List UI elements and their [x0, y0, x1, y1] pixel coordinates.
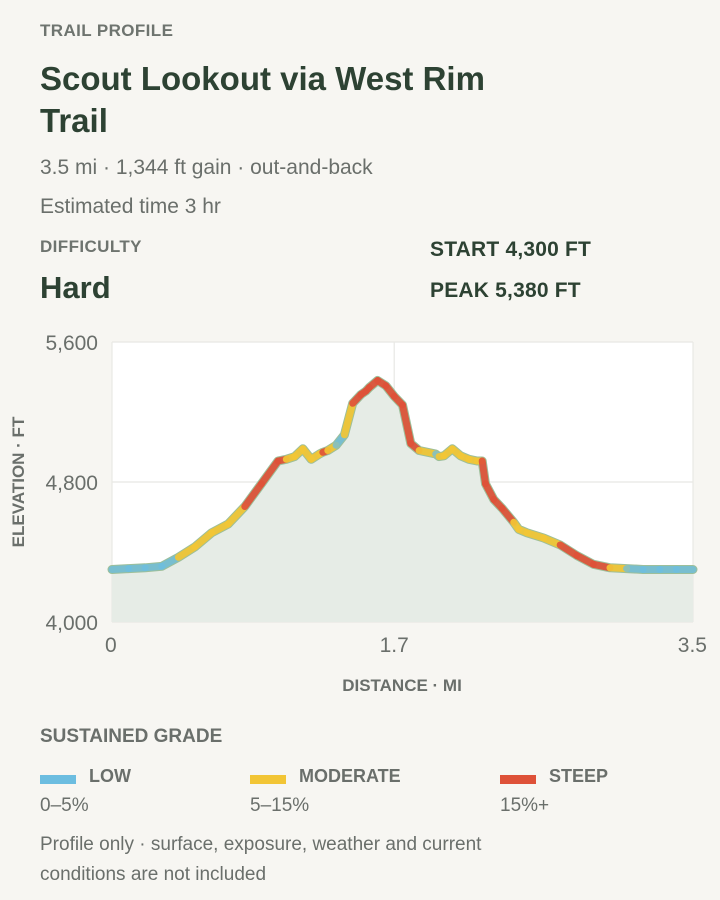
peak-value: 5,380 FT [495, 279, 581, 302]
estimated-time: Estimated time 3 hr [40, 195, 221, 218]
legend-swatch-low [40, 775, 76, 784]
y-tick-label-1: 4,800 [45, 472, 98, 495]
trail-segment-7 [224, 503, 249, 528]
difficulty-value: Hard [40, 270, 111, 305]
trail-segment-8 [241, 480, 265, 510]
footnote: Profile only · surface, exposure, weathe… [40, 834, 482, 885]
legend-range-steep: 15%+ [500, 795, 550, 816]
y-tick-label-2: 5,600 [45, 332, 98, 355]
legend-swatch-moderate [250, 775, 286, 784]
trail-segment-37 [478, 457, 489, 488]
peak-label: PEAK [430, 279, 490, 302]
x-tick-label-1: 1.7 [380, 634, 409, 657]
y-axis-label: ELEVATION · FT [9, 416, 28, 547]
trail-summary: 3.5 mi · 1,344 ft gain · out-and-back [40, 156, 373, 179]
legend-label-low: LOW [89, 766, 131, 786]
difficulty-label: DIFFICULTY [40, 237, 142, 256]
trail-segment-9 [257, 457, 282, 488]
legend-range-low: 0–5% [40, 795, 89, 816]
legend-title: SUSTAINED GRADE [40, 726, 223, 747]
legend-swatch-steep [500, 775, 536, 784]
trail-segment-27 [399, 401, 415, 447]
x-tick-label-2: 3.5 [678, 634, 707, 657]
peak-elevation: PEAK 5,380 FT [430, 279, 581, 303]
trail-segment-19 [340, 399, 357, 439]
x-axis-label: DISTANCE · MI [342, 676, 462, 695]
x-tick-label-0: 0 [105, 634, 117, 657]
elevation-chart: 4,000 4,800 5,600 0 1.7 3.5 DISTANCE · MI EL… [9, 332, 707, 695]
start-label: START [430, 238, 500, 261]
trail-title: Scout Lookout via West Rim Trail [40, 60, 485, 139]
legend-range-moderate: 5–15% [250, 795, 310, 816]
y-tick-label-0: 4,000 [45, 612, 98, 635]
legend-label-steep: STEEP [549, 766, 609, 786]
x-axis-ticks: 0 1.7 3.5 [105, 634, 707, 657]
start-elevation: START 4,300 FT [430, 238, 591, 262]
legend-label-moderate: MODERATE [299, 766, 401, 786]
y-axis-ticks: 4,000 4,800 5,600 [45, 332, 98, 635]
eyebrow-label: TRAIL PROFILE [40, 21, 174, 40]
elevation-line [107, 376, 698, 574]
elevation-area [112, 380, 693, 622]
start-value: 4,300 FT [505, 238, 592, 261]
trail-segment-5 [191, 529, 216, 551]
